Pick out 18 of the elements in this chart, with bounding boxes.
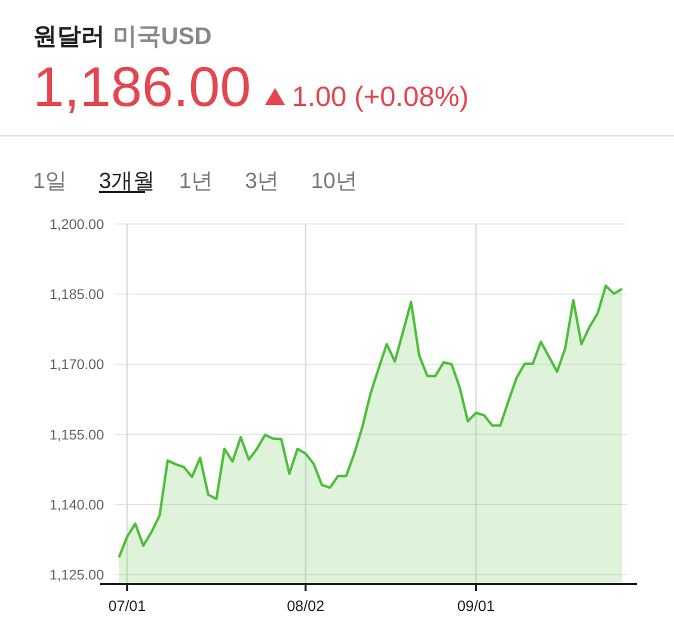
y-tick-label: 1,140.00 (50, 496, 104, 512)
chart-subtitle: 미국USD (113, 23, 212, 50)
text: 1년 (179, 168, 214, 193)
chart-title: 원달러 (33, 23, 105, 50)
y-tick-label: 1,200.00 (50, 216, 104, 232)
y-tick-label: 1,170.00 (50, 356, 104, 372)
y-tick-label: 1,185.00 (50, 286, 104, 302)
text: 3년 (245, 168, 280, 193)
text: 1.00 (+0.08%) (292, 81, 469, 112)
y-tick-label: 1,155.00 (50, 426, 104, 442)
x-tick-label: 07/01 (108, 598, 146, 615)
text: 1,186.00 (33, 55, 251, 118)
text: 10년 (311, 168, 358, 193)
y-tick-label: 1,125.00 (50, 566, 104, 583)
x-tick-label: 09/01 (457, 598, 495, 615)
x-tick-label: 08/02 (286, 598, 324, 615)
text: 3개월 (99, 168, 156, 193)
text: 1일 (33, 168, 68, 193)
